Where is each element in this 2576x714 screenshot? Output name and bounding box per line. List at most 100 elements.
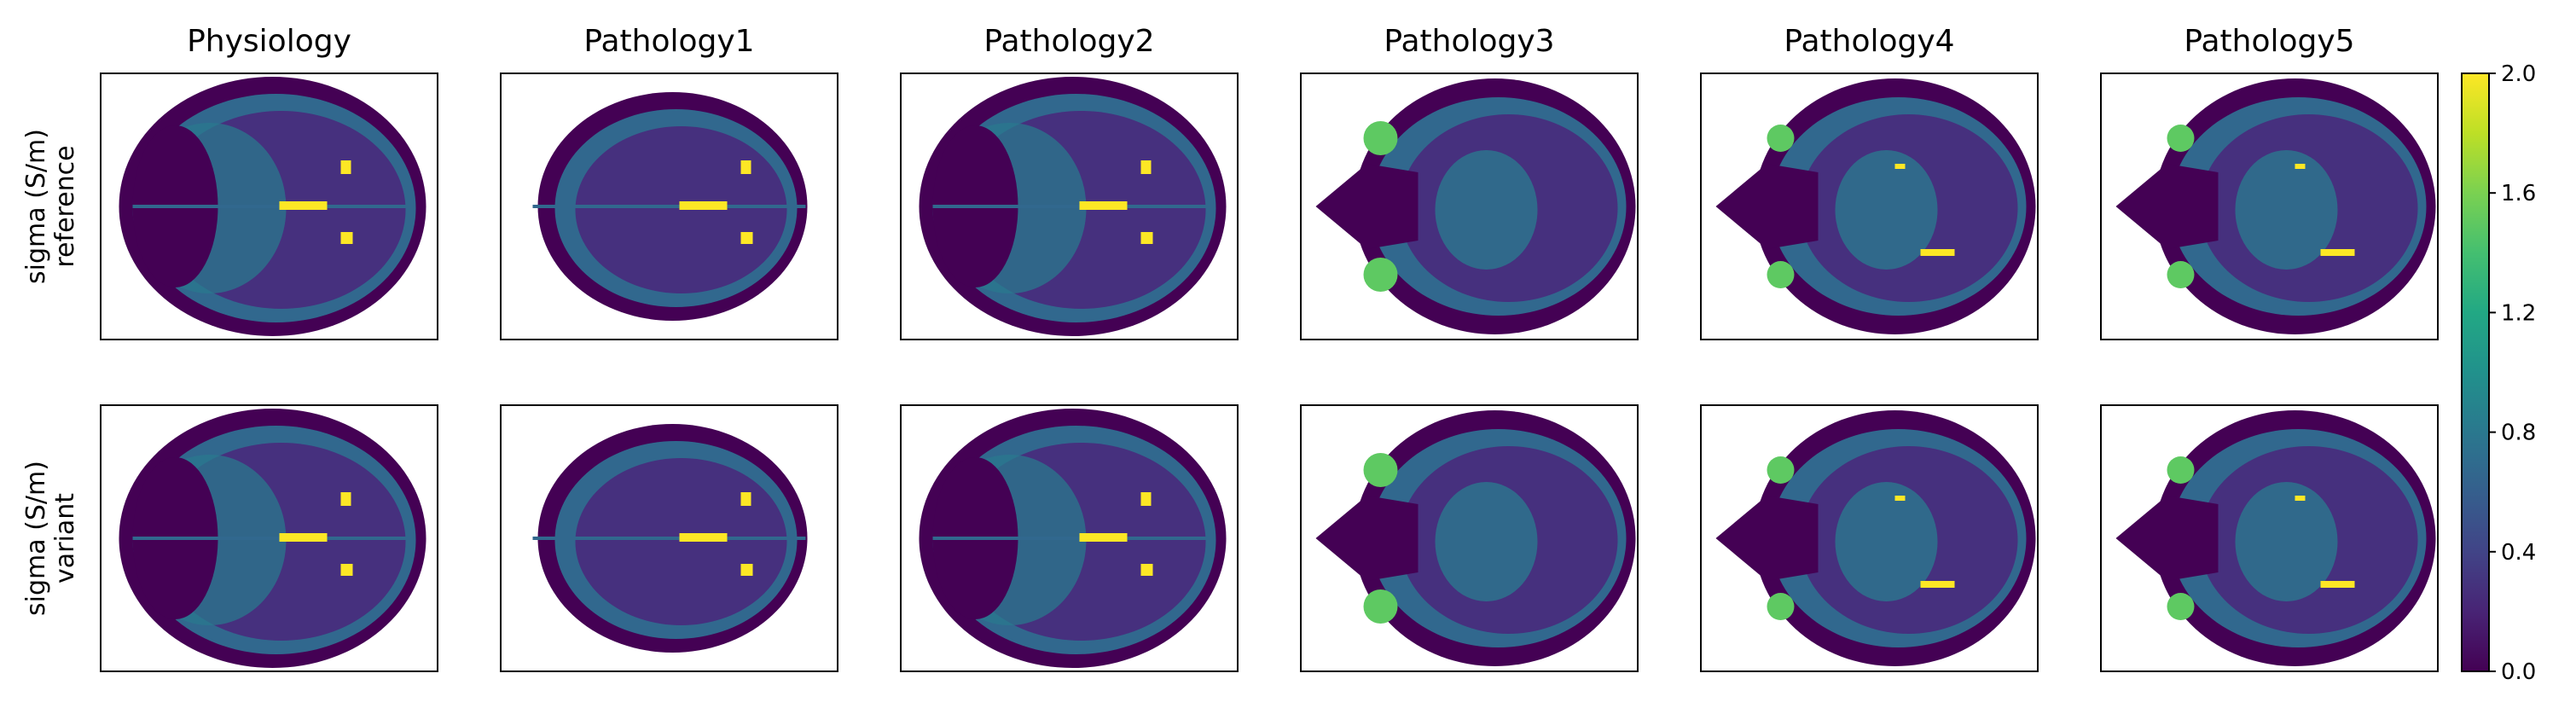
heatmap-panel [900,404,1239,672]
panel-frame [1300,73,1639,340]
nasal-region [1315,496,1419,581]
ventricle [1079,201,1128,210]
panel-frame [2100,404,2439,672]
colorbar-ticks: 0.0 0.4 0.8 1.2 1.6 2.0 [2489,61,2536,685]
midline [932,537,1206,540]
midline [132,537,406,540]
column-title: Physiology [187,24,351,59]
ventricle [279,201,328,210]
panel-frame [900,404,1239,672]
row-label-line1: sigma (S/m) [21,129,51,284]
row-label-line2: reference [50,145,80,267]
row-label-line1: sigma (S/m) [21,461,51,616]
colorbar: 0.0 0.4 0.8 1.2 1.6 2.0 [2461,61,2536,685]
nasal-region [1715,164,1819,249]
eye [1363,453,1398,487]
nasal-region [2115,164,2219,249]
lesion [2295,164,2306,169]
colorbar-tick-label: 2.0 [2501,61,2536,87]
brainstem-region [1435,150,1538,270]
brainstem-region [1835,482,1938,601]
eye [1363,258,1398,292]
heatmap-panel [1700,404,2039,672]
colorbar-tick-label: 0.0 [2501,659,2536,685]
lesion [1920,581,1955,588]
brainstem-region [1835,150,1938,270]
ventricle-horn [740,160,751,174]
panels [100,73,2439,672]
midline [932,205,1206,208]
lesion [1920,249,1955,256]
eye [2167,593,2195,620]
colorbar-frame [2461,73,2490,672]
ventricle [679,201,728,210]
ventricle-horn [740,492,751,506]
ventricle-horn [1140,160,1152,174]
eye [1767,261,1795,288]
ventricle-horn [1140,492,1152,506]
row-label-line2: variant [50,493,80,583]
heatmap-panel [500,404,838,672]
eye [1363,121,1398,155]
midline [532,537,806,540]
ventricle-horn [340,232,353,244]
colorbar-tick-label: 0.8 [2501,421,2536,446]
ventricle-horn [340,160,351,174]
brainstem-region [1435,482,1538,601]
heatmap-panel [1300,73,1639,340]
nasal-region [1715,496,1819,581]
lesion [1894,496,1906,501]
ventricle-horn [740,232,753,244]
heatmap-panel [100,73,438,340]
column-title: Pathology2 [983,24,1154,59]
heatmap-panel [2100,404,2439,672]
heatmap-panel [1700,73,2039,340]
column-title: Pathology5 [2184,24,2354,59]
brainstem-region [2235,482,2338,601]
panel-frame [500,73,838,340]
colorbar-tick-label: 0.4 [2501,540,2536,566]
ventricle-horn [340,564,353,576]
eye [1767,125,1795,152]
lesion [2320,581,2355,588]
heatmap-panel [900,73,1239,340]
ventricle-horn [1140,564,1153,576]
eye [1767,593,1795,620]
column-title: Pathology1 [583,24,754,59]
ventricle-horn [740,564,753,576]
heatmap-panel [1300,404,1639,672]
row-label: sigma (S/m) variant [21,461,80,616]
eye [2167,125,2195,152]
column-title: Pathology4 [1784,24,1954,59]
ventricle-horn [340,492,351,506]
ventricle [679,533,728,542]
panel-frame [1700,404,2039,672]
column-title: Pathology3 [1384,24,1554,59]
panel-frame [2100,73,2439,340]
lesion [1894,164,1906,169]
ventricle [1079,533,1128,542]
ventricle-horn [1140,232,1153,244]
lesion [2295,496,2306,501]
heatmap-panel [100,404,438,672]
colorbar-tick-label: 1.6 [2501,181,2536,206]
colorbar-tick-label: 1.2 [2501,300,2536,326]
eye [2167,261,2195,288]
brainstem-region [2235,150,2338,270]
nasal-region [1315,164,1419,249]
ventricle [279,533,328,542]
panel-frame [900,73,1239,340]
panel-frame [100,404,438,672]
row-label: sigma (S/m) reference [21,129,80,284]
panel-frame [500,404,838,672]
panel-frame [1700,73,2039,340]
eye [2167,456,2195,484]
panel-frame [1300,404,1639,672]
heatmap-panel [500,73,838,340]
midline [132,205,406,208]
lesion [2320,249,2355,256]
nasal-region [2115,496,2219,581]
heatmap-panel [2100,73,2439,340]
